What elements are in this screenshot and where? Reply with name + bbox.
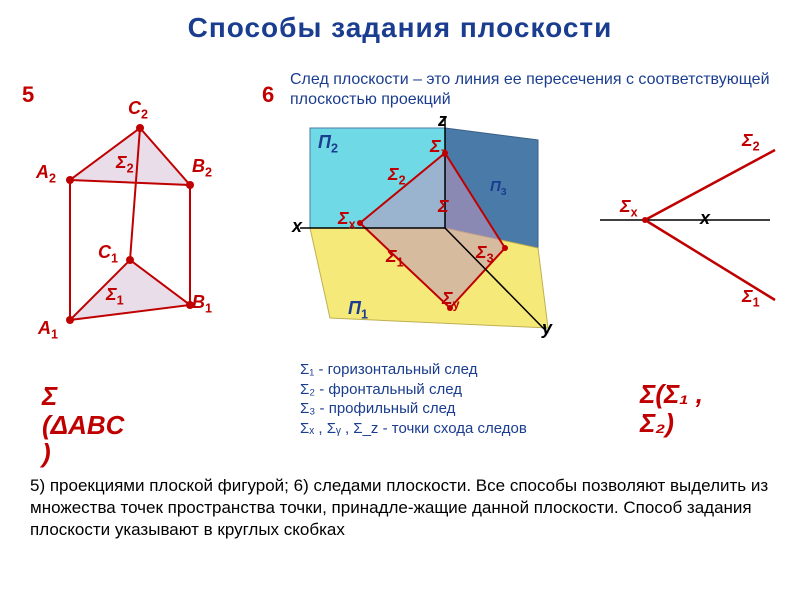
trace-types-list: Σ₁ - горизонтальный след Σ₂ - фронтальны… xyxy=(300,360,527,438)
axis-x-d6: x xyxy=(292,216,302,237)
label-Sigma: Σ xyxy=(438,196,449,217)
figure-number-6: 6 xyxy=(262,82,274,108)
notation-sigma-pair: Σ(Σ₁ , Σ₂) xyxy=(640,380,703,437)
label-sigma2-d6: Σ2 xyxy=(388,164,406,188)
label-A2: A2 xyxy=(36,162,56,186)
label-sigmax-dr: Σx xyxy=(620,196,638,220)
label-sigmax-d6: Σx xyxy=(338,208,356,232)
label-sigma3-d6: Σ3 xyxy=(476,242,494,266)
axis-y: y xyxy=(542,318,552,339)
label-sigma2-dr: Σ2 xyxy=(742,130,760,154)
label-B2: B2 xyxy=(192,156,212,180)
summary-text: 5) проекциями плоской фигурой; 6) следам… xyxy=(30,475,770,541)
label-sigma1-d6: Σ1 xyxy=(386,246,404,270)
label-A1: A1 xyxy=(38,318,58,342)
label-C2: C2 xyxy=(128,98,148,122)
label-B1: B1 xyxy=(192,292,212,316)
label-sigma2-d5: Σ2 xyxy=(116,152,134,176)
diagram-6-traces: z x y П2 П3 П1 Σ Σ2 Σ1 Σ3 Σx Σy Σz xyxy=(290,118,570,348)
axis-x-dr: x xyxy=(700,208,710,229)
label-sigma1-d5: Σ1 xyxy=(106,284,124,308)
label-P2: П2 xyxy=(318,132,338,156)
label-C1: C1 xyxy=(98,242,118,266)
label-sigma1-dr: Σ1 xyxy=(742,286,760,310)
label-P3: П3 xyxy=(490,178,507,198)
trace-definition: След плоскости – это линия ее пересечени… xyxy=(290,70,770,110)
page-title: Способы задания плоскости xyxy=(0,0,800,44)
label-sigmay-d6: Σy xyxy=(442,288,460,312)
axis-z: z xyxy=(438,110,447,131)
diagram-right-epure: x Σ2 Σ1 Σx xyxy=(600,130,780,330)
notation-sigma-abc: Σ (ΔABC ) xyxy=(42,382,124,468)
diagram-5-prism: A2 B2 C2 A1 B1 C1 Σ2 Σ1 xyxy=(30,100,250,360)
label-sigmaz-d6: Σz xyxy=(430,136,447,160)
label-P1: П1 xyxy=(348,298,368,322)
